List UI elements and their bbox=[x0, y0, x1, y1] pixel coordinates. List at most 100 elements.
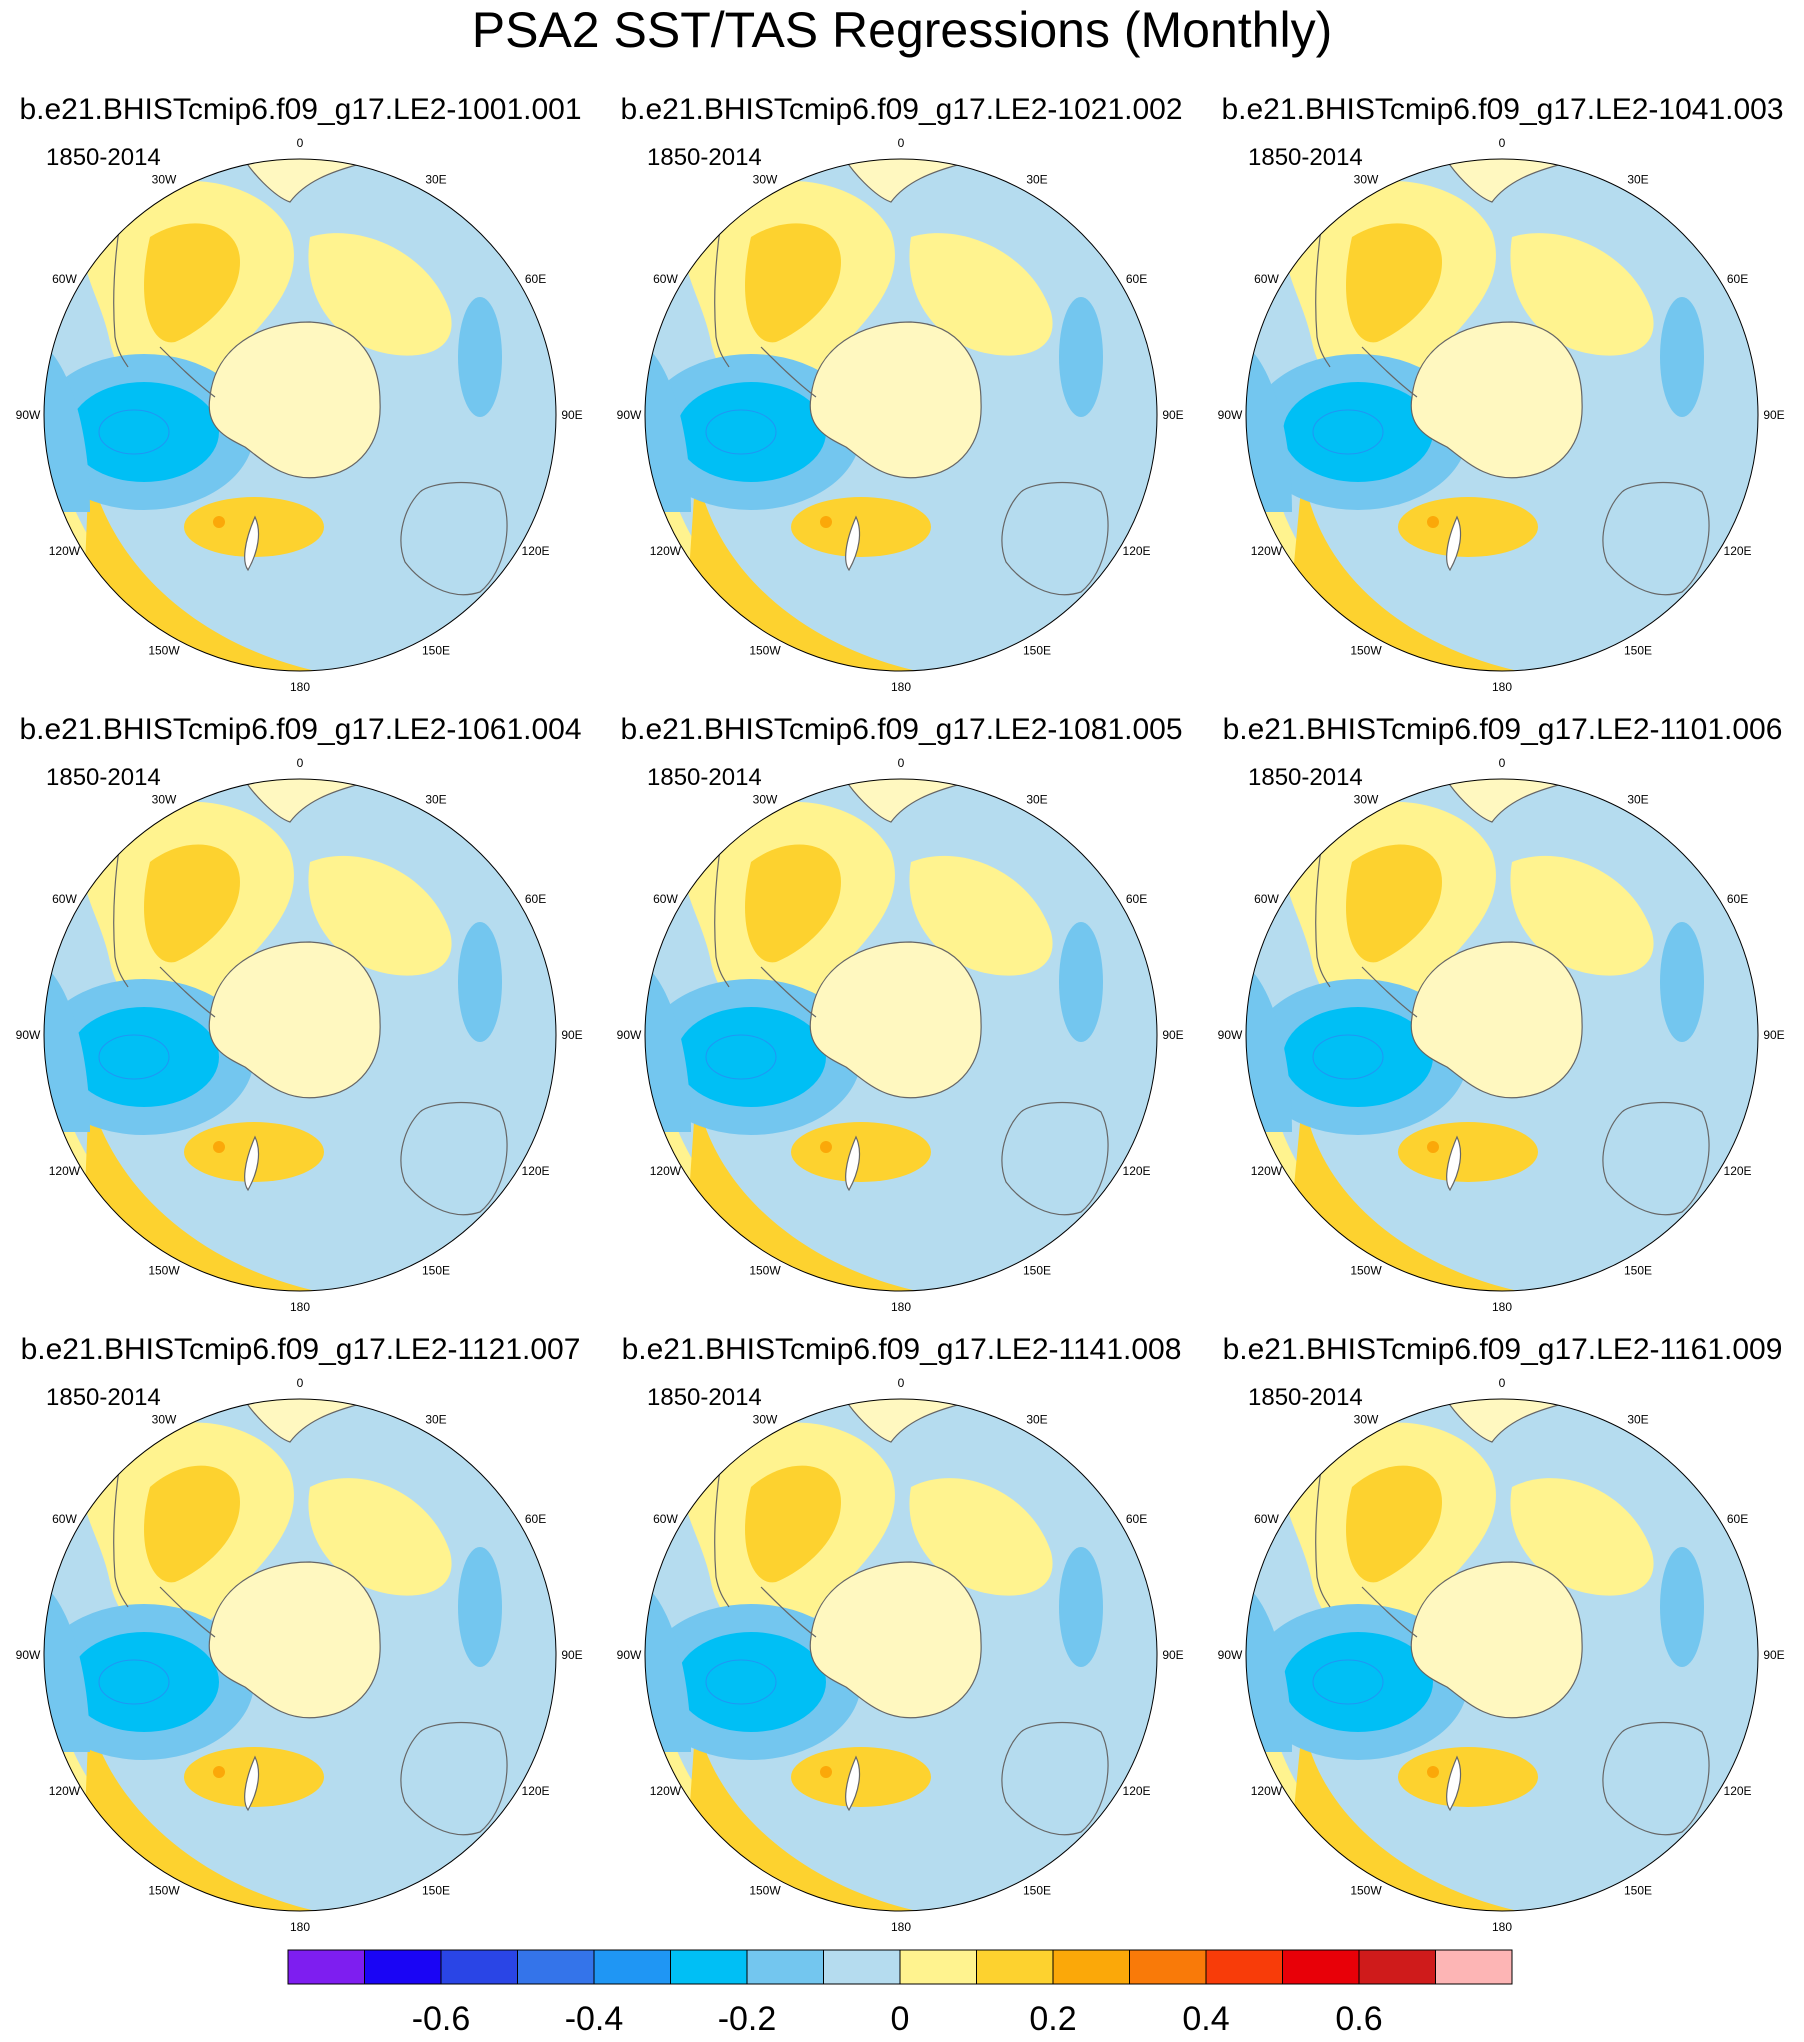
longitude-label: 150W bbox=[1350, 1884, 1382, 1898]
warm-anomaly-region bbox=[1510, 233, 1654, 356]
map-panel: b.e21.BHISTcmip6.f09_g17.LE2-1021.002 185… bbox=[601, 92, 1202, 712]
longitude-label: 150W bbox=[148, 644, 180, 658]
longitude-label: 60W bbox=[1254, 1512, 1279, 1526]
warm-anomaly-region bbox=[213, 1766, 225, 1778]
panel-title: b.e21.BHISTcmip6.f09_g17.LE2-1101.006 bbox=[1222, 713, 1783, 746]
warm-anomaly-region bbox=[1427, 516, 1439, 528]
antarctica-landmass bbox=[1410, 941, 1583, 1099]
warm-anomaly-region bbox=[1282, 1717, 1672, 1911]
longitude-label: 90W bbox=[16, 1028, 41, 1042]
warm-anomaly-region bbox=[1427, 1141, 1439, 1153]
colorbar-swatch bbox=[1282, 1949, 1360, 1985]
cold-anomaly-region bbox=[1059, 297, 1103, 417]
longitude-label: 120E bbox=[1123, 1164, 1151, 1178]
longitude-label: 0 bbox=[297, 136, 304, 150]
colorbar-tick-label: 0.6 bbox=[1335, 2000, 1382, 2038]
longitude-label: 30W bbox=[753, 172, 778, 186]
cold-anomaly-region bbox=[645, 1582, 691, 1752]
longitude-label: 150W bbox=[1350, 644, 1382, 658]
longitude-label: 120E bbox=[522, 544, 550, 558]
main-title: PSA2 SST/TAS Regressions (Monthly) bbox=[471, 2, 1333, 58]
warm-anomaly-region bbox=[1346, 1465, 1442, 1583]
longitude-label: 180 bbox=[1492, 1920, 1512, 1934]
cold-anomaly-region bbox=[645, 962, 691, 1132]
longitude-label: 120W bbox=[49, 1784, 81, 1798]
longitude-label: 60E bbox=[1126, 892, 1147, 906]
colorbar: -0.6 -0.4 -0.2 0 0.2 0.4 0.6 bbox=[287, 1949, 1513, 2038]
longitude-label: 60E bbox=[1126, 1512, 1147, 1526]
warm-anomaly-region bbox=[1510, 1478, 1654, 1596]
antarctic-peninsula-outline bbox=[159, 966, 216, 1018]
polar-map: 0 30E 60E 90E 120E 150E 180 150W 120W 90W 60W 30W bbox=[617, 756, 1184, 1314]
longitude-label: 60W bbox=[653, 892, 678, 906]
polar-map: 0 30E 60E 90E 120E 150E 180 150W 120W 90W 60W 30W bbox=[617, 136, 1184, 694]
longitude-label: 0 bbox=[297, 756, 304, 770]
longitude-label: 120W bbox=[650, 1164, 682, 1178]
longitude-label: 60E bbox=[1727, 892, 1748, 906]
map-border bbox=[644, 1398, 1158, 1912]
antarctica-landmass bbox=[208, 321, 381, 479]
longitude-label: 150E bbox=[422, 644, 450, 658]
longitude-label: 30W bbox=[753, 792, 778, 806]
longitude-label: 180 bbox=[290, 680, 310, 694]
longitude-label: 0 bbox=[1499, 1376, 1506, 1390]
cold-anomaly-region bbox=[705, 1659, 777, 1705]
longitude-label: 30E bbox=[1026, 172, 1047, 186]
australia-outline bbox=[400, 1722, 508, 1836]
colorbar-swatch bbox=[1205, 1949, 1283, 1985]
longitude-label: 90W bbox=[1218, 1028, 1243, 1042]
antarctic-peninsula-outline bbox=[1361, 346, 1418, 398]
longitude-label: 120E bbox=[1724, 1164, 1752, 1178]
longitude-label: 120W bbox=[1251, 1784, 1283, 1798]
longitude-label: 0 bbox=[898, 136, 905, 150]
cold-anomaly-region bbox=[98, 1034, 170, 1080]
antarctic-peninsula-outline bbox=[159, 346, 216, 398]
longitude-label: 90W bbox=[617, 1028, 642, 1042]
panel-period: 1850-2014 bbox=[647, 144, 762, 171]
longitude-label: 30E bbox=[425, 1412, 446, 1426]
map-border bbox=[43, 778, 557, 1292]
colorbar-swatch bbox=[1358, 1949, 1436, 1985]
longitude-label: 30E bbox=[1627, 1412, 1648, 1426]
map-panel: b.e21.BHISTcmip6.f09_g17.LE2-1141.008 185… bbox=[601, 1332, 1202, 1952]
australia-outline bbox=[1602, 1102, 1710, 1216]
longitude-label: 90W bbox=[617, 408, 642, 422]
cold-anomaly-region bbox=[44, 962, 90, 1132]
warm-anomaly-region bbox=[681, 1092, 1071, 1291]
longitude-label: 0 bbox=[898, 756, 905, 770]
australia-outline bbox=[1602, 1722, 1710, 1836]
cold-anomaly-region bbox=[1059, 1547, 1103, 1667]
longitude-label: 30W bbox=[1354, 1412, 1379, 1426]
colorbar-tick-label: 0.2 bbox=[1029, 2000, 1076, 2038]
cold-anomaly-region bbox=[1246, 1582, 1292, 1752]
warm-anomaly-region bbox=[745, 844, 841, 963]
longitude-label: 90E bbox=[1162, 1028, 1183, 1042]
australia-outline bbox=[1001, 482, 1109, 596]
cold-anomaly-region bbox=[1660, 297, 1704, 417]
longitude-label: 150W bbox=[148, 1264, 180, 1278]
longitude-label: 60W bbox=[52, 892, 77, 906]
warm-anomaly-region bbox=[1398, 497, 1538, 557]
warm-anomaly-region bbox=[308, 233, 452, 356]
cold-anomaly-region bbox=[1660, 1547, 1704, 1667]
longitude-label: 30E bbox=[1026, 792, 1047, 806]
longitude-label: 180 bbox=[290, 1920, 310, 1934]
polar-map: 0 30E 60E 90E 120E 150E 180 150W 120W 90W 60W 30W bbox=[1218, 756, 1785, 1314]
colorbar-tick-label: -0.6 bbox=[412, 2000, 471, 2038]
warm-anomaly-region bbox=[820, 1141, 832, 1153]
longitude-label: 60W bbox=[52, 272, 77, 286]
longitude-label: 90E bbox=[1763, 1648, 1784, 1662]
panel-title: b.e21.BHISTcmip6.f09_g17.LE2-1001.001 bbox=[19, 93, 582, 126]
antarctica-landmass bbox=[1410, 1561, 1583, 1719]
longitude-label: 30E bbox=[425, 792, 446, 806]
warm-anomaly-region bbox=[1346, 844, 1442, 963]
antarctica-landmass bbox=[809, 941, 982, 1099]
longitude-label: 150E bbox=[1624, 644, 1652, 658]
map-panel: b.e21.BHISTcmip6.f09_g17.LE2-1161.009 185… bbox=[1202, 1332, 1803, 1952]
colorbar-swatch bbox=[670, 1949, 748, 1985]
map-border bbox=[43, 1398, 557, 1912]
polar-map: 0 30E 60E 90E 120E 150E 180 150W 120W 90W 60W 30W bbox=[16, 136, 583, 694]
warm-anomaly-region bbox=[909, 1478, 1053, 1596]
longitude-label: 30W bbox=[753, 1412, 778, 1426]
cold-anomaly-region bbox=[1059, 922, 1103, 1042]
